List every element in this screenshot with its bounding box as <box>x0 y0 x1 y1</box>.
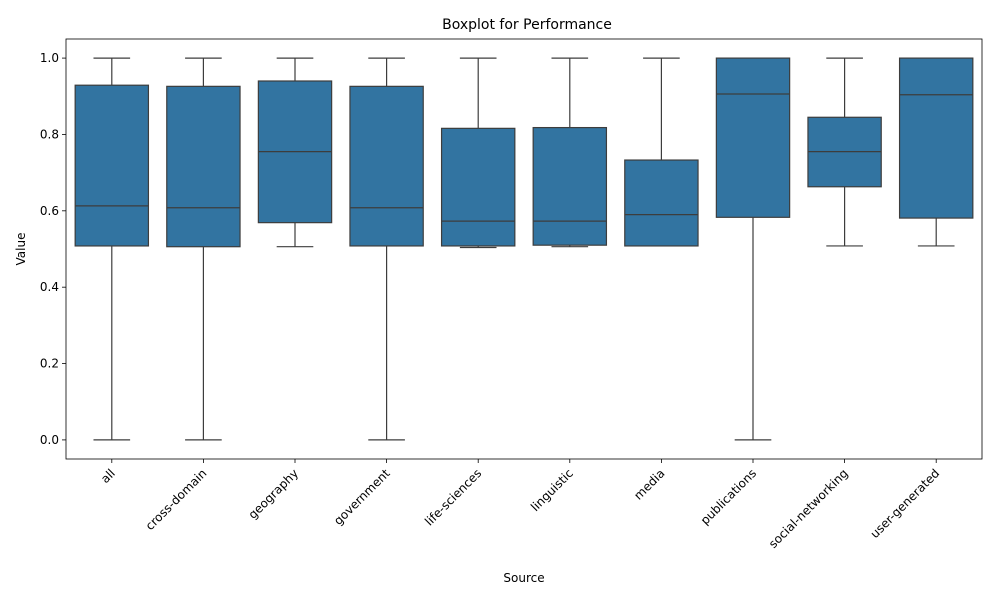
y-tick-label: 1.0 <box>40 51 59 65</box>
y-tick-label: 0.6 <box>40 204 59 218</box>
box-life-sciences <box>442 58 515 247</box>
x-axis: all cross-domain geography government life-s… <box>98 459 942 551</box>
iqr-box <box>625 160 698 246</box>
iqr-box <box>75 85 148 246</box>
x-tick-label: government <box>331 466 393 528</box>
box-cross-domain <box>167 58 240 440</box>
box-linguistic <box>533 58 606 247</box>
y-tick-label: 0.2 <box>40 357 59 371</box>
x-tick-label: user-generated <box>868 466 943 541</box>
box-publications <box>716 58 789 440</box>
box-social-networking <box>808 58 881 246</box>
y-tick-label: 0.0 <box>40 433 59 447</box>
x-tick-label: social-networking <box>766 466 851 551</box>
y-tick-label: 0.4 <box>40 280 59 294</box>
x-tick-label: all <box>98 466 118 486</box>
box-government <box>350 58 423 440</box>
y-tick-label: 0.8 <box>40 127 59 141</box>
iqr-box <box>900 58 973 218</box>
iqr-box <box>167 86 240 246</box>
iqr-box <box>350 86 423 246</box>
iqr-box <box>716 58 789 217</box>
y-axis-label: Value <box>14 233 28 266</box>
x-tick-label: life-sciences <box>422 466 484 528</box>
x-tick-label: geography <box>246 466 302 522</box>
iqr-box <box>533 128 606 246</box>
box-geography <box>258 58 331 247</box>
x-tick-label: linguistic <box>528 466 576 514</box>
box-all <box>75 58 148 440</box>
iqr-box <box>442 128 515 246</box>
x-tick-label: cross-domain <box>143 466 210 533</box>
box-group <box>75 58 973 440</box>
box-media <box>625 58 698 246</box>
x-tick-label: publications <box>698 466 759 527</box>
x-axis-label: Source <box>503 571 544 585</box>
chart-title: Boxplot for Performance <box>442 17 612 33</box>
y-axis: 0.0 0.2 0.4 0.6 0.8 1.0 <box>40 51 66 447</box>
box-user-generated <box>900 58 973 246</box>
x-tick-label: media <box>631 466 667 502</box>
